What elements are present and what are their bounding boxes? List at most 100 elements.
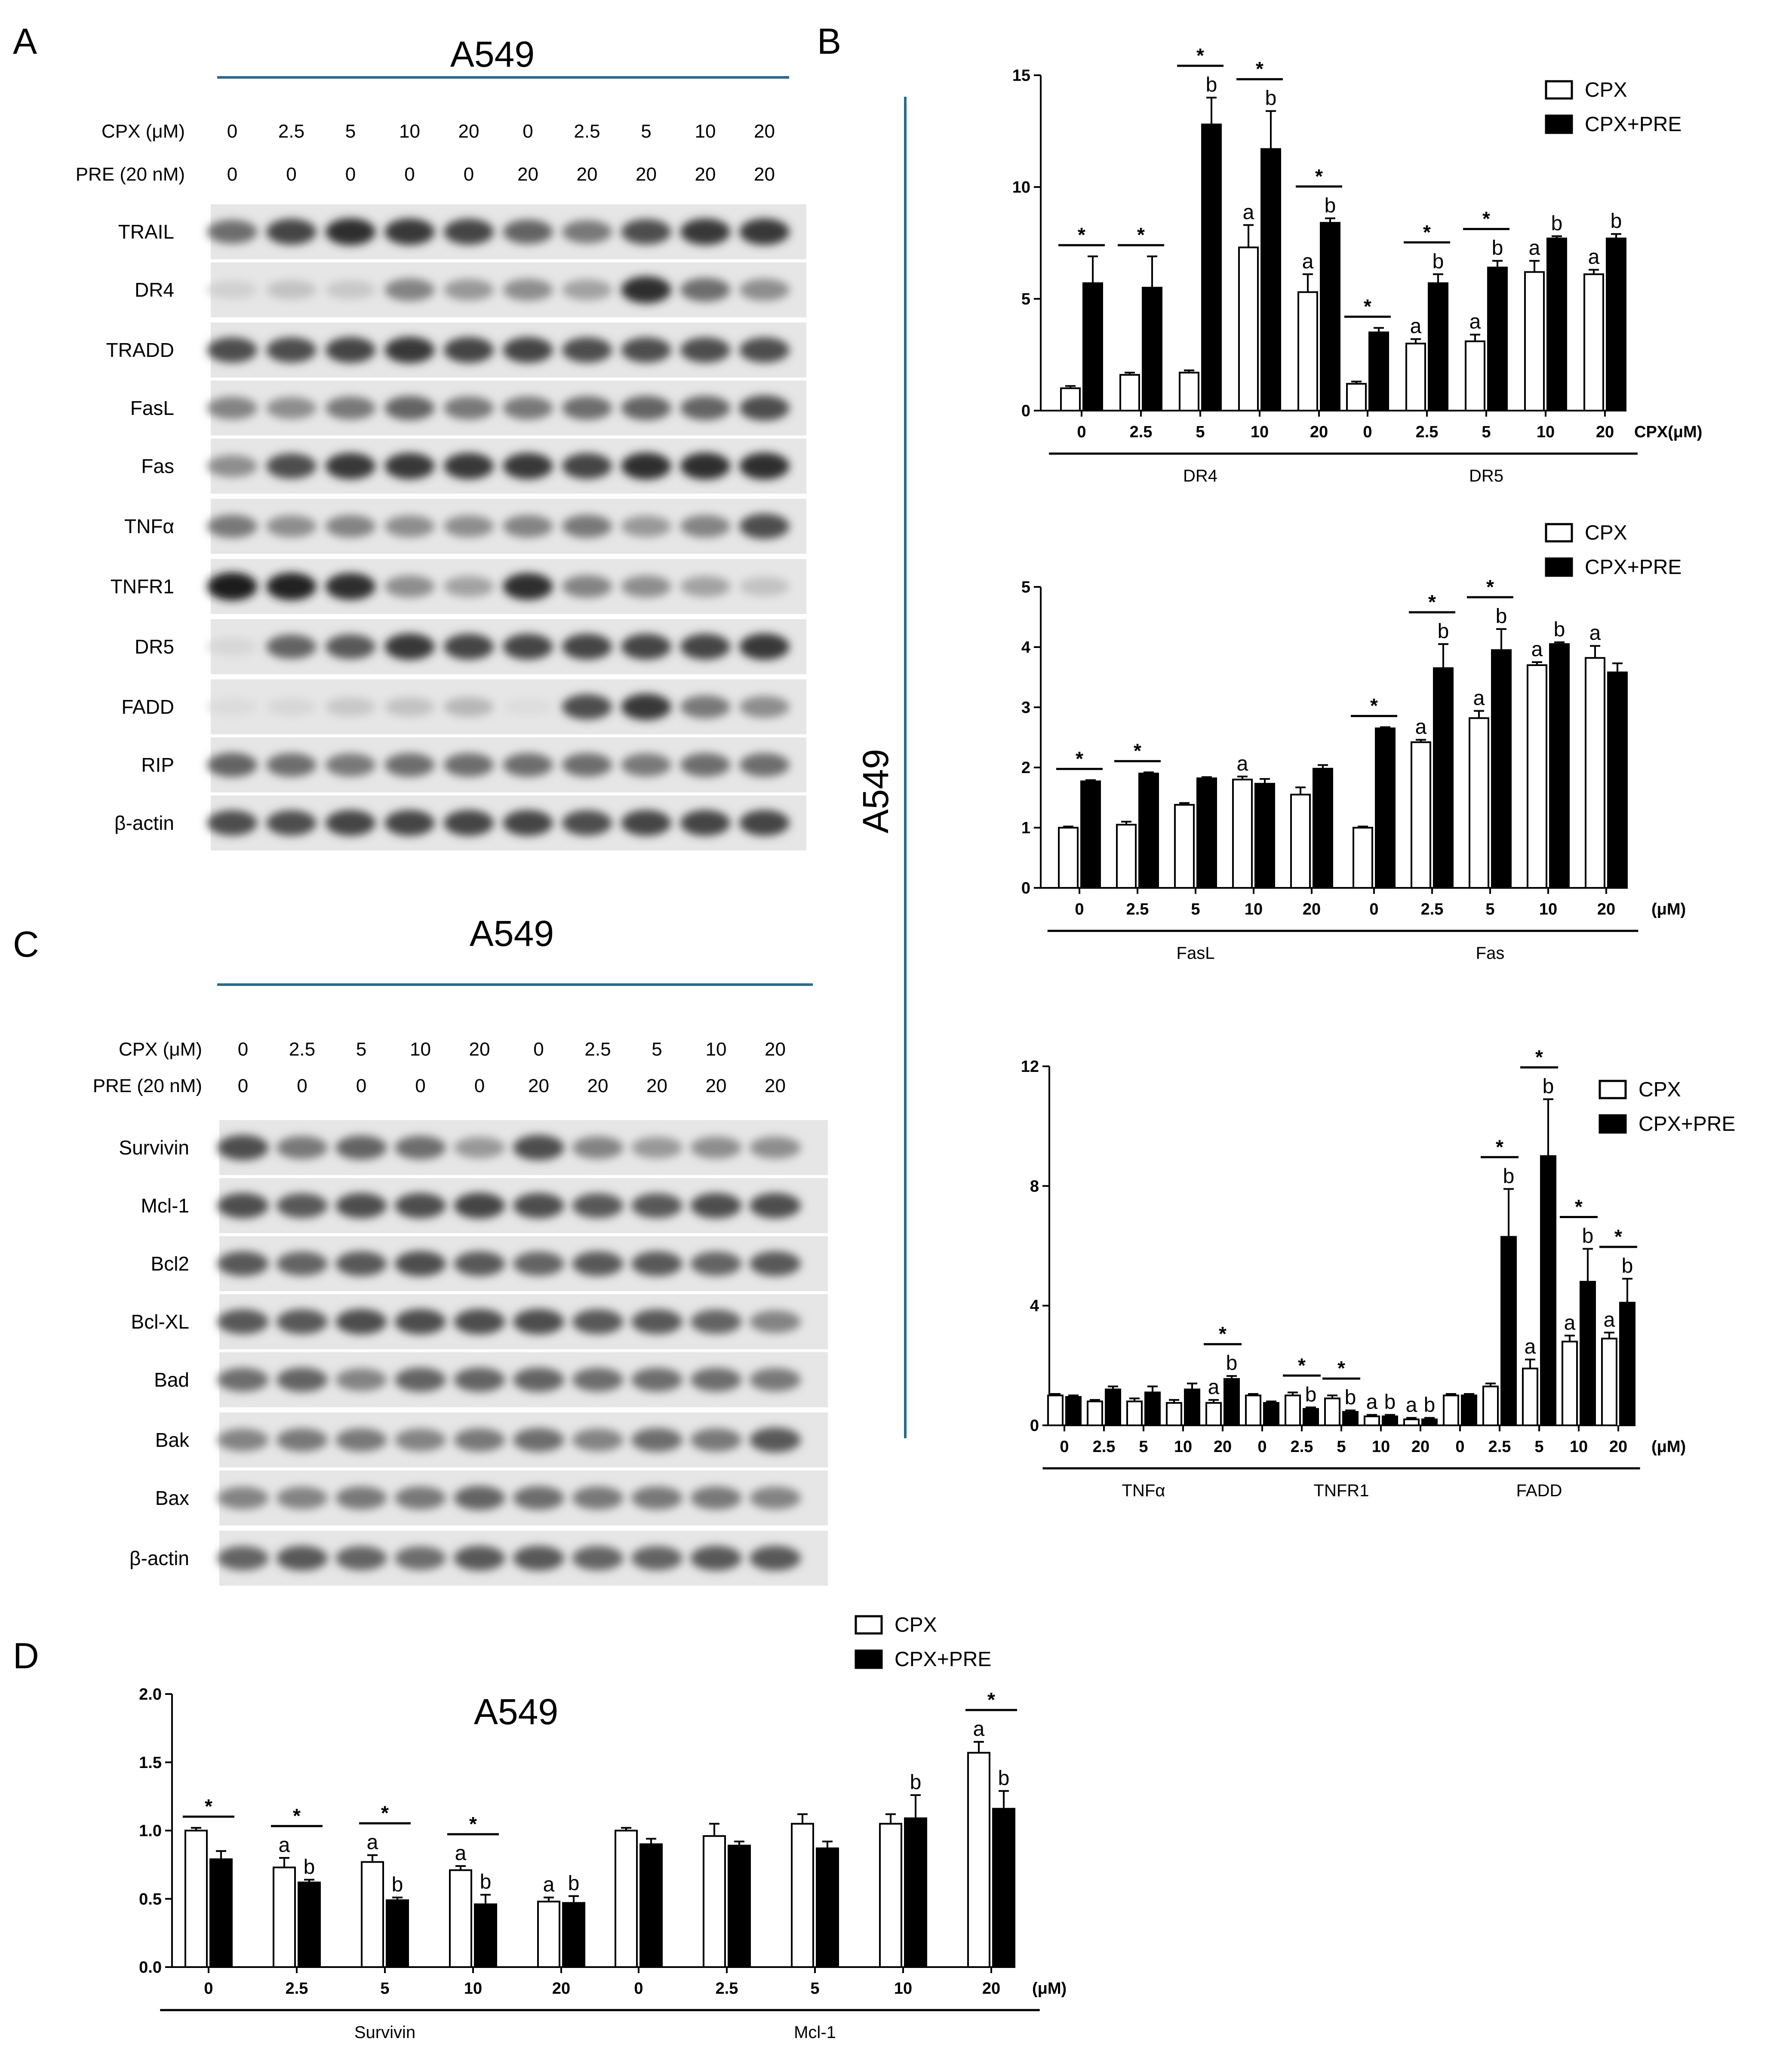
blot-band xyxy=(277,1428,328,1452)
bar-cpx xyxy=(1405,343,1426,411)
sig-annotation-pre: b xyxy=(1582,1225,1594,1247)
legend-swatch-cpx xyxy=(1545,80,1573,100)
blot-band xyxy=(443,697,494,717)
y-tick-label: 1.0 xyxy=(139,1822,162,1840)
blot-band xyxy=(750,1193,801,1219)
blot-band xyxy=(384,218,435,245)
bar-cpx xyxy=(1562,1341,1578,1427)
panel-c-pre-label: PRE (20 nM) xyxy=(93,1075,202,1096)
blot-band xyxy=(207,396,258,420)
sig-star: * xyxy=(1315,165,1323,187)
blot-band xyxy=(562,694,612,720)
cpx-value: 2.5 xyxy=(574,121,600,142)
blot-band xyxy=(503,515,553,538)
panel-c: A549 CPX (μM) PRE (20 nM) 0 2.5 5 10 20 0 2.5 5… xyxy=(93,913,828,1586)
x-tick-label: 10 xyxy=(1537,423,1555,441)
sig-annotation-pre: b xyxy=(1424,1394,1436,1417)
bar-cpx xyxy=(967,1752,990,1968)
blot-band xyxy=(325,337,376,363)
blot-band xyxy=(739,753,790,777)
x-tick-label: 2.5 xyxy=(1126,900,1149,918)
bar-cpx xyxy=(273,1866,296,1968)
blot-band xyxy=(384,697,435,717)
pre-value: 20 xyxy=(636,164,657,185)
blot-band xyxy=(680,633,731,660)
x-unit-label: (μM) xyxy=(1032,1980,1067,1998)
panel-a-pre-values: 0 0 0 0 0 20 20 20 20 20 xyxy=(227,164,775,185)
sig-annotation-cpx: a xyxy=(1302,250,1314,273)
pre-value: 0 xyxy=(286,164,296,185)
blot-band xyxy=(503,337,553,363)
x-tick-label: 10 xyxy=(1251,423,1269,441)
blot-band xyxy=(572,1309,624,1334)
blot-band xyxy=(503,219,553,244)
sig-annotation-cpx: a xyxy=(1208,1376,1220,1399)
bar-cpx-pre xyxy=(1421,1418,1438,1426)
x-tick-label: 5 xyxy=(1482,423,1491,441)
sig-star: * xyxy=(1134,740,1141,762)
sig-star: * xyxy=(1423,221,1431,243)
blot-band xyxy=(621,575,671,598)
blot-band xyxy=(503,753,553,777)
sig-annotation-pre: b xyxy=(1551,212,1563,235)
pre-value: 0 xyxy=(474,1075,485,1096)
y-tick-label: 2 xyxy=(1021,759,1030,777)
sig-annotation-pre: b xyxy=(998,1767,1010,1790)
blot-band xyxy=(454,1486,505,1510)
legend-label: CPX xyxy=(895,1614,937,1636)
blot-band xyxy=(384,337,435,363)
blot-band xyxy=(572,1136,624,1159)
sig-annotation-cpx: a xyxy=(543,1873,555,1896)
blot-band xyxy=(395,1309,446,1335)
bar-cpx-pre xyxy=(992,1808,1015,1968)
bar-cpx-pre xyxy=(1082,282,1103,411)
bar-cpx xyxy=(1353,827,1373,889)
legend-label: CPX xyxy=(1585,522,1627,544)
legend-label: CPX xyxy=(1585,79,1627,101)
blot-band xyxy=(395,1546,446,1570)
blot-band xyxy=(621,633,671,660)
blot-band xyxy=(513,1309,564,1335)
blot-band xyxy=(739,513,790,539)
blot-band xyxy=(621,694,671,720)
x-tick-label: 0 xyxy=(1075,900,1084,918)
panel-c-pre-values: 0 0 0 0 0 20 20 20 20 20 xyxy=(238,1075,786,1096)
blot-band xyxy=(207,698,258,716)
blot-band xyxy=(513,1135,564,1160)
bar-cpx-pre xyxy=(1142,287,1162,411)
band-label: β-actin xyxy=(129,1547,189,1569)
blot-band xyxy=(325,697,376,717)
sig-star: * xyxy=(1078,224,1085,246)
blot-band xyxy=(443,218,494,245)
panel-d-title: A549 xyxy=(474,1691,558,1732)
x-tick-label: 10 xyxy=(1539,900,1557,918)
blot-band xyxy=(572,1193,624,1218)
blot-band xyxy=(384,396,435,421)
x-tick-label: 5 xyxy=(1196,423,1205,441)
bar-cpx-pre xyxy=(639,1843,663,1968)
blot-band xyxy=(513,1193,564,1219)
sig-annotation-cpx: a xyxy=(1531,638,1543,661)
bar-cpx xyxy=(791,1823,814,1968)
blot-band xyxy=(454,1367,505,1392)
cpx-value: 0 xyxy=(238,1039,248,1060)
panel-a-pre-label: PRE (20 nM) xyxy=(76,164,185,185)
bar-cpx-pre xyxy=(562,1902,585,1968)
group-label: TNFR1 xyxy=(1314,1481,1369,1500)
x-tick-label: 20 xyxy=(982,1980,1000,1998)
panel-a-western-blot: TRAIL DR4 TRADD FasL Fas TNFα TNFR1 DR5 FADD RIP β… xyxy=(106,204,806,850)
sig-annotation-pre: b xyxy=(1384,1391,1396,1414)
y-tick-label: 2.0 xyxy=(139,1685,162,1704)
blot-band xyxy=(277,1309,328,1334)
bar-cpx xyxy=(184,1829,208,1968)
blot-band xyxy=(395,1428,446,1452)
bar-cpx xyxy=(1297,291,1318,412)
blot-band xyxy=(739,577,790,596)
group-label: FasL xyxy=(1177,944,1215,963)
bar-cpx xyxy=(537,1900,560,1968)
band-label: Bcl2 xyxy=(151,1252,189,1275)
band-label: FasL xyxy=(130,397,174,419)
sig-star: * xyxy=(1298,1354,1306,1376)
bar-cpx-pre xyxy=(1461,1394,1477,1427)
